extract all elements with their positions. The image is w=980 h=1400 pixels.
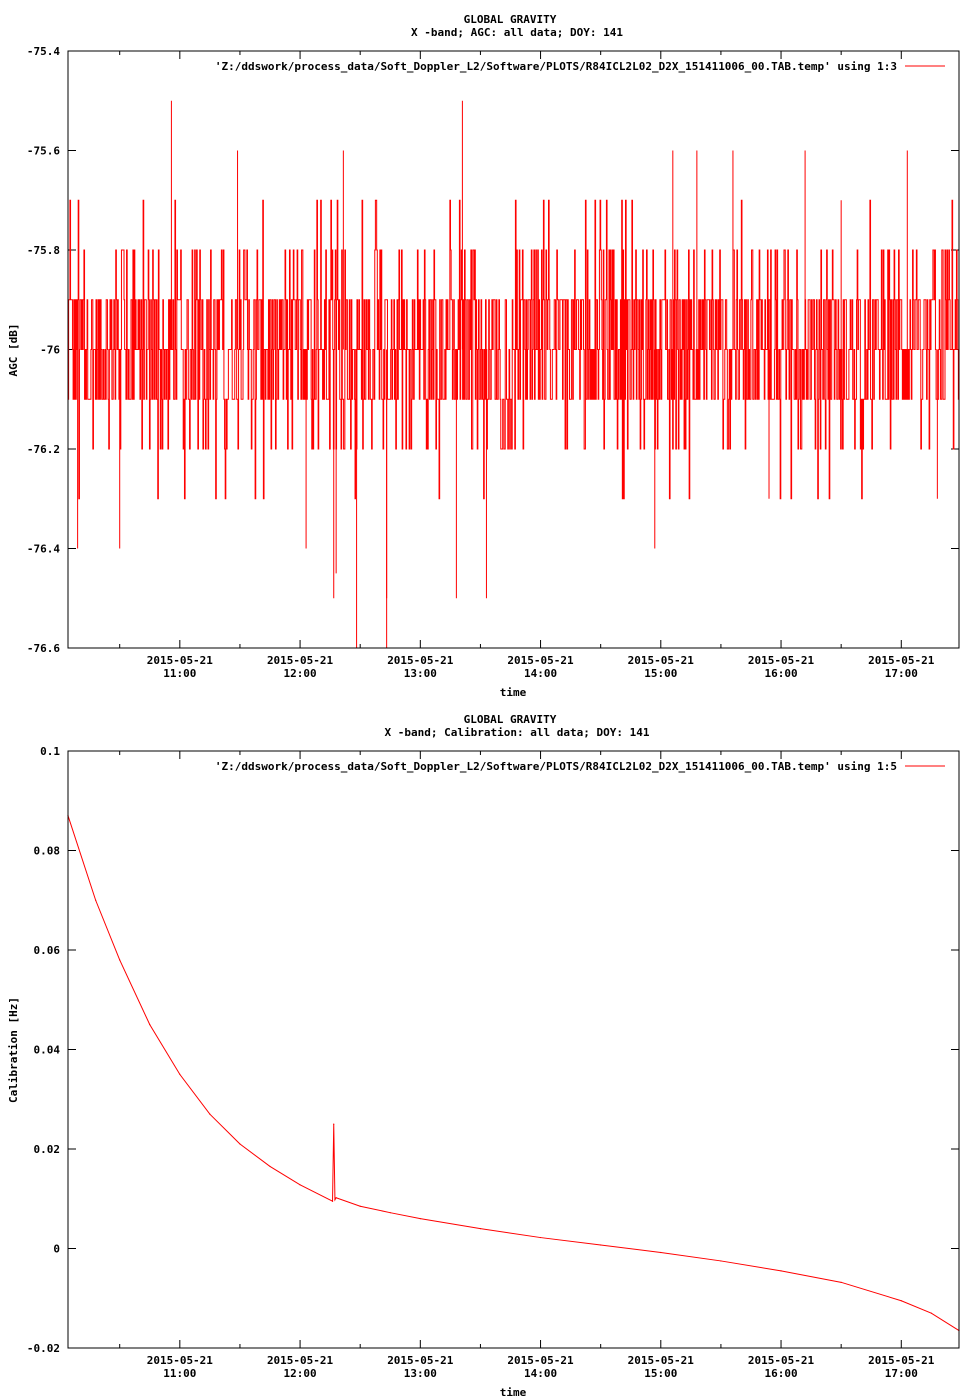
y-tick-label: -76.6	[27, 642, 60, 655]
x-tick-date: 2015-05-21	[387, 1354, 454, 1367]
data-point	[840, 1281, 842, 1283]
x-tick-time: 13:00	[404, 667, 437, 680]
x-tick-time: 14:00	[524, 667, 557, 680]
y-tick-label: -76	[40, 344, 60, 357]
data-point	[179, 1073, 181, 1075]
series-line	[67, 815, 960, 1332]
data-point	[239, 1143, 241, 1145]
data-point	[389, 1212, 391, 1214]
x-tick-date: 2015-05-21	[267, 654, 334, 667]
data-point	[209, 1113, 211, 1115]
y-tick-label: 0.1	[40, 745, 60, 758]
x-tick-time: 15:00	[644, 1367, 677, 1380]
x-tick-time: 16:00	[764, 1367, 797, 1380]
y-tick-label: -75.8	[27, 244, 60, 257]
x-tick-date: 2015-05-21	[748, 1354, 815, 1367]
x-axis-label: time	[500, 1386, 527, 1399]
x-tick-time: 11:00	[163, 1367, 196, 1380]
y-tick-label: -76.4	[27, 543, 60, 556]
agc-chart: GLOBAL GRAVITY X -band; AGC: all data; D…	[7, 13, 960, 699]
y-tick-label: -75.6	[27, 145, 60, 158]
y-tick-label: 0.08	[34, 845, 61, 858]
x-tick-time: 12:00	[284, 1367, 317, 1380]
x-tick-time: 13:00	[404, 1367, 437, 1380]
series-line	[68, 199, 960, 500]
legend-label: 'Z:/ddswork/process_data/Soft_Doppler_L2…	[215, 60, 897, 73]
x-tick-time: 16:00	[764, 667, 797, 680]
data-point	[335, 1197, 337, 1199]
chart-title: GLOBAL GRAVITY	[464, 13, 557, 26]
y-tick-label: 0.04	[34, 1044, 61, 1057]
data-point	[660, 1251, 662, 1254]
x-tick-time: 15:00	[644, 667, 677, 680]
x-tick-time: 14:00	[524, 1367, 557, 1380]
data-point	[419, 1218, 421, 1220]
chart-subtitle: X -band; Calibration: all data; DOY: 141	[385, 726, 650, 739]
plot-border	[67, 50, 960, 649]
data-point	[331, 1200, 334, 1202]
data-point	[780, 1270, 782, 1272]
x-tick-date: 2015-05-21	[267, 1354, 334, 1367]
x-tick-time: 17:00	[885, 1367, 918, 1380]
data-point	[269, 1165, 271, 1168]
data-point	[720, 1260, 722, 1262]
data-point	[600, 1244, 602, 1246]
x-tick-time: 12:00	[284, 667, 317, 680]
data-point	[149, 1024, 151, 1026]
data-point	[930, 1312, 932, 1314]
chart-title: GLOBAL GRAVITY	[464, 713, 557, 726]
y-tick-label: -0.02	[27, 1342, 60, 1355]
x-tick-date: 2015-05-21	[748, 654, 815, 667]
legend-label: 'Z:/ddswork/process_data/Soft_Doppler_L2…	[215, 760, 897, 773]
calibration-chart: GLOBAL GRAVITY X -band; Calibration: all…	[7, 713, 960, 1399]
y-tick-label: -75.4	[27, 45, 60, 58]
x-tick-date: 2015-05-21	[868, 654, 935, 667]
data-point	[359, 1205, 361, 1207]
y-tick-label: -76.2	[27, 443, 60, 456]
x-tick-date: 2015-05-21	[628, 654, 695, 667]
data-point	[95, 899, 97, 901]
y-tick-label: 0.06	[34, 944, 61, 957]
x-tick-date: 2015-05-21	[507, 654, 574, 667]
data-point	[119, 959, 121, 961]
x-axis-label: time	[500, 686, 527, 699]
data-point	[333, 1123, 335, 1125]
x-tick-date: 2015-05-21	[507, 1354, 574, 1367]
x-tick-time: 11:00	[163, 667, 196, 680]
x-tick-date: 2015-05-21	[628, 1354, 695, 1367]
x-tick-time: 17:00	[885, 667, 918, 680]
y-axis-label: Calibration [Hz]	[7, 997, 20, 1103]
y-tick-label: 0.02	[34, 1143, 61, 1156]
data-point	[900, 1300, 902, 1302]
chart-subtitle: X -band; AGC: all data; DOY: 141	[411, 26, 623, 39]
x-tick-date: 2015-05-21	[147, 1354, 214, 1367]
data-point	[299, 1184, 301, 1186]
data-point	[479, 1228, 482, 1230]
plot-border	[67, 750, 960, 1349]
data-point	[539, 1236, 542, 1239]
data-point	[334, 1199, 336, 1201]
x-tick-date: 2015-05-21	[387, 654, 454, 667]
x-tick-date: 2015-05-21	[147, 654, 214, 667]
y-axis-label: AGC [dB]	[7, 324, 20, 377]
x-tick-date: 2015-05-21	[868, 1354, 935, 1367]
y-tick-label: 0	[53, 1243, 60, 1256]
